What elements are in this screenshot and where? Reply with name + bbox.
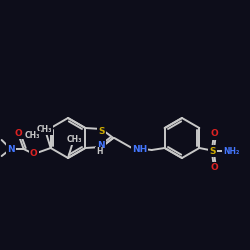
- Text: CH₃: CH₃: [25, 132, 40, 140]
- Text: N: N: [7, 144, 14, 154]
- Text: O: O: [210, 164, 218, 172]
- Text: O: O: [210, 130, 218, 138]
- Text: O: O: [30, 148, 38, 158]
- Text: CH₃: CH₃: [66, 136, 82, 144]
- Text: N: N: [98, 140, 105, 149]
- Text: NH₂: NH₂: [223, 146, 240, 156]
- Text: O: O: [15, 128, 22, 138]
- Text: S: S: [209, 146, 216, 156]
- Text: S: S: [98, 128, 104, 136]
- Text: H: H: [96, 148, 102, 156]
- Text: NH: NH: [132, 144, 147, 154]
- Text: CH₃: CH₃: [37, 126, 52, 134]
